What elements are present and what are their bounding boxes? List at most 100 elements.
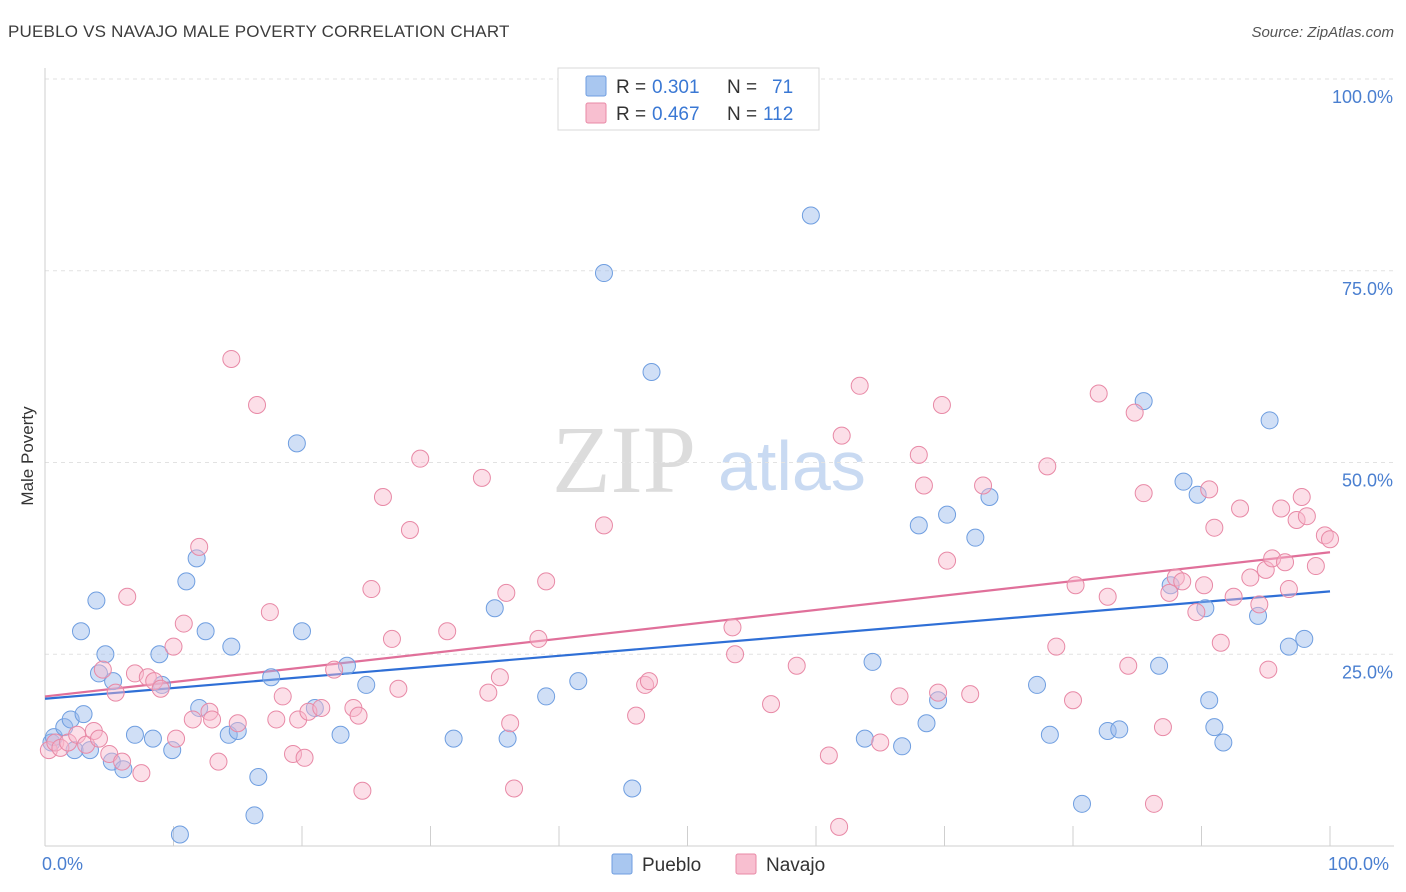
point-navajo bbox=[1047, 637, 1066, 656]
point-navajo bbox=[164, 637, 183, 656]
point-navajo bbox=[1125, 403, 1144, 422]
legend-n-value-navajo: 112 bbox=[763, 104, 793, 125]
point-navajo bbox=[938, 551, 957, 570]
point-navajo bbox=[1297, 507, 1316, 526]
point-pueblo bbox=[228, 721, 247, 740]
point-navajo bbox=[1098, 587, 1117, 606]
point-navajo bbox=[627, 706, 646, 725]
point-pueblo bbox=[980, 488, 999, 507]
data-points bbox=[39, 206, 1339, 844]
point-navajo bbox=[183, 710, 202, 729]
point-pueblo bbox=[262, 668, 281, 687]
point-navajo bbox=[505, 779, 524, 798]
point-navajo bbox=[260, 603, 279, 622]
point-pueblo bbox=[177, 572, 196, 591]
y-tick-label: 75.0% bbox=[1342, 279, 1393, 299]
point-navajo bbox=[267, 710, 286, 729]
point-navajo bbox=[1187, 603, 1206, 622]
point-pueblo bbox=[196, 622, 215, 641]
point-pueblo bbox=[1174, 472, 1193, 491]
point-navajo bbox=[68, 725, 87, 744]
point-navajo bbox=[1250, 595, 1269, 614]
legend-n-label-navajo: N = bbox=[727, 104, 757, 125]
point-navajo bbox=[373, 488, 392, 507]
point-pueblo bbox=[444, 729, 463, 748]
point-pueblo bbox=[537, 687, 556, 706]
point-pueblo bbox=[909, 516, 928, 535]
bottom-legend-label-pueblo: Pueblo bbox=[642, 855, 701, 876]
point-navajo bbox=[723, 618, 742, 637]
legend-n-label-pueblo: N = bbox=[727, 77, 757, 98]
legend-r-value-pueblo: 0.301 bbox=[652, 77, 700, 98]
point-pueblo bbox=[485, 599, 504, 618]
y-tick-label: 25.0% bbox=[1342, 662, 1393, 682]
legend-r-label-pueblo: R = bbox=[616, 77, 646, 98]
x-axis-ticks bbox=[44, 826, 1331, 846]
point-pueblo bbox=[1110, 720, 1129, 739]
x-tick-label-min: 0.0% bbox=[42, 854, 83, 874]
point-navajo bbox=[362, 580, 381, 599]
point-navajo bbox=[1173, 572, 1192, 591]
point-pueblo bbox=[1150, 656, 1169, 675]
point-navajo bbox=[1211, 633, 1230, 652]
point-navajo bbox=[929, 683, 948, 702]
point-navajo bbox=[174, 614, 193, 633]
point-pueblo bbox=[357, 675, 376, 694]
watermark-zip: ZIP bbox=[552, 406, 696, 513]
point-navajo bbox=[145, 672, 164, 691]
point-navajo bbox=[203, 710, 222, 729]
point-pueblo bbox=[245, 806, 264, 825]
point-navajo bbox=[830, 817, 849, 836]
watermark-atlas: atlas bbox=[718, 427, 866, 505]
point-navajo bbox=[39, 741, 58, 760]
bottom-legend-swatch-pueblo bbox=[611, 853, 633, 875]
point-navajo bbox=[1153, 718, 1172, 737]
trend-line-pueblo bbox=[44, 590, 1331, 700]
point-navajo bbox=[59, 733, 78, 752]
point-navajo bbox=[1279, 580, 1298, 599]
point-pueblo bbox=[1205, 718, 1224, 737]
point-navajo bbox=[93, 660, 112, 679]
point-navajo bbox=[1205, 518, 1224, 537]
point-pueblo bbox=[623, 779, 642, 798]
y-axis-tick-labels: 25.0% 50.0% 75.0% 100.0% bbox=[1332, 87, 1393, 682]
point-navajo bbox=[1306, 557, 1325, 576]
point-navajo bbox=[1089, 384, 1108, 403]
point-navajo bbox=[411, 449, 430, 468]
point-navajo bbox=[106, 683, 125, 702]
point-navajo bbox=[1066, 576, 1085, 595]
point-navajo bbox=[1200, 480, 1219, 499]
point-navajo bbox=[490, 668, 509, 687]
point-navajo bbox=[1287, 511, 1306, 530]
point-pueblo bbox=[65, 741, 84, 760]
point-navajo bbox=[832, 426, 851, 445]
point-navajo bbox=[209, 752, 228, 771]
stats-legend: R = 0.301 N = 71 R = 0.467 N = 112 bbox=[557, 67, 820, 131]
legend-n-value-pueblo: 71 bbox=[772, 77, 793, 98]
point-pueblo bbox=[104, 672, 123, 691]
point-pueblo bbox=[1072, 794, 1091, 813]
point-navajo bbox=[349, 706, 368, 725]
point-navajo bbox=[312, 698, 331, 717]
point-navajo bbox=[1134, 484, 1153, 503]
legend-r-label-navajo: R = bbox=[616, 104, 646, 125]
point-navajo bbox=[1259, 660, 1278, 679]
point-navajo bbox=[472, 468, 491, 487]
point-navajo bbox=[1276, 553, 1295, 572]
point-navajo bbox=[787, 656, 806, 675]
point-pueblo bbox=[917, 714, 936, 733]
point-pueblo bbox=[1200, 691, 1219, 710]
point-pueblo bbox=[966, 528, 985, 547]
point-navajo bbox=[1292, 488, 1311, 507]
bottom-legend-label-navajo: Navajo bbox=[766, 855, 825, 876]
point-pueblo bbox=[1249, 606, 1268, 625]
point-navajo bbox=[529, 629, 548, 648]
legend-r-value-navajo: 0.467 bbox=[652, 104, 700, 125]
point-pueblo bbox=[594, 264, 613, 283]
point-navajo bbox=[248, 395, 267, 414]
point-navajo bbox=[932, 395, 951, 414]
point-pueblo bbox=[498, 729, 517, 748]
point-navajo bbox=[289, 710, 308, 729]
point-navajo bbox=[222, 349, 241, 368]
